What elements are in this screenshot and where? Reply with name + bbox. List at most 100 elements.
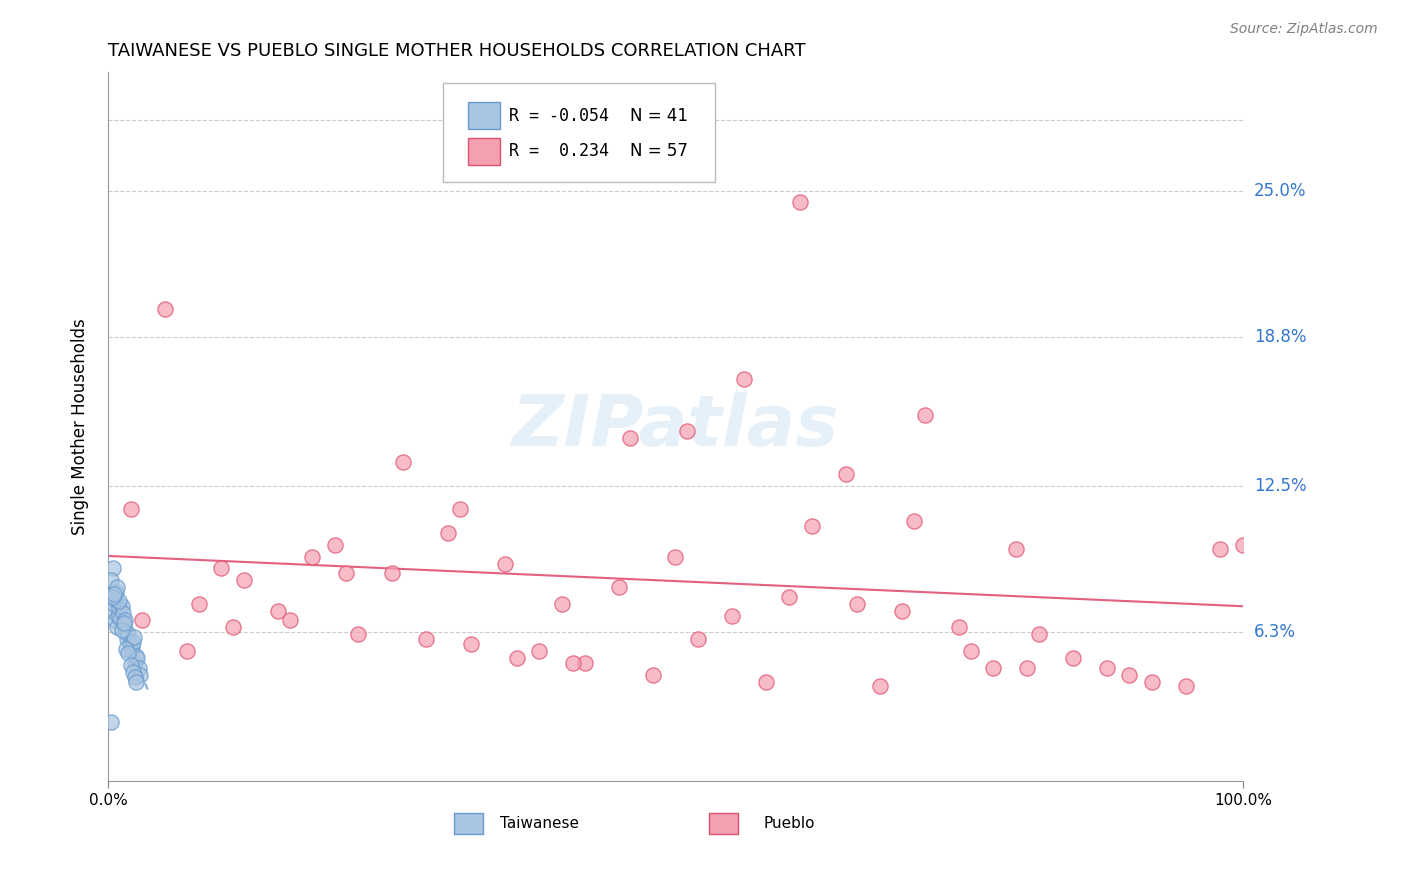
Point (104, 613, 127, 627)
Point (301, 549, 323, 564)
Point (1005, 542, 1028, 557)
Point (176, 644, 198, 658)
Point (112, 615, 135, 630)
Point (641, 667, 664, 681)
Y-axis label: Single Mother Households: Single Mother Households (72, 318, 89, 535)
Point (118, 637, 141, 651)
Point (108, 594, 131, 608)
Point (460, 637, 482, 651)
Point (233, 573, 256, 587)
Text: R = -0.054: R = -0.054 (509, 107, 609, 125)
Point (115, 625, 138, 640)
Point (846, 597, 869, 611)
Point (1095, 660, 1118, 674)
Point (124, 670, 146, 684)
Point (104, 585, 127, 599)
Point (117, 627, 139, 641)
Point (105, 580, 128, 594)
Point (103, 597, 125, 611)
Point (1175, 680, 1198, 694)
Point (914, 408, 936, 422)
Point (891, 604, 914, 618)
Point (688, 632, 710, 647)
Point (437, 525, 460, 540)
Point (112, 618, 135, 632)
Point (131, 613, 153, 627)
Point (117, 632, 139, 647)
FancyBboxPatch shape (468, 137, 499, 164)
Point (1209, 542, 1232, 557)
Point (1118, 667, 1140, 681)
Point (562, 656, 585, 670)
Point (733, 372, 755, 386)
Point (1062, 651, 1084, 665)
Point (103, 587, 125, 601)
Point (107, 608, 129, 623)
Point (128, 667, 150, 681)
Text: 6.3%: 6.3% (1254, 624, 1296, 641)
Point (959, 644, 981, 658)
Point (323, 538, 346, 552)
Point (101, 590, 124, 604)
Point (110, 623, 132, 637)
FancyBboxPatch shape (710, 813, 738, 834)
Point (981, 660, 1004, 674)
Point (110, 599, 132, 614)
Point (124, 656, 146, 670)
Point (449, 502, 471, 516)
Text: 12.5%: 12.5% (1254, 476, 1306, 495)
Point (120, 644, 142, 658)
Point (551, 597, 574, 611)
Text: R =  0.234: R = 0.234 (509, 142, 609, 160)
Point (120, 502, 142, 516)
Text: N = 41: N = 41 (630, 107, 688, 125)
Point (800, 519, 823, 533)
Point (267, 604, 290, 618)
Point (222, 620, 245, 634)
Point (187, 597, 209, 611)
Point (505, 651, 527, 665)
FancyBboxPatch shape (454, 813, 482, 834)
Point (903, 514, 925, 528)
Text: ZIPatlas: ZIPatlas (512, 392, 839, 461)
Point (128, 660, 150, 674)
Point (115, 641, 138, 656)
Point (211, 561, 233, 575)
Text: N = 57: N = 57 (630, 142, 688, 160)
Text: 25.0%: 25.0% (1254, 181, 1306, 200)
Point (392, 455, 415, 469)
Point (105, 620, 128, 634)
Point (122, 665, 145, 680)
Point (122, 630, 145, 644)
Point (117, 646, 139, 660)
Point (104, 592, 127, 607)
Point (125, 674, 148, 689)
Text: TAIWANESE VS PUEBLO SINGLE MOTHER HOUSEHOLDS CORRELATION CHART: TAIWANESE VS PUEBLO SINGLE MOTHER HOUSEH… (108, 42, 806, 60)
Point (1017, 660, 1039, 674)
Point (100, 604, 122, 618)
Point (1232, 538, 1254, 552)
Text: Source: ZipAtlas.com: Source: ZipAtlas.com (1230, 22, 1378, 37)
Point (619, 432, 641, 446)
Text: Taiwanese: Taiwanese (499, 816, 579, 830)
Point (529, 644, 551, 658)
Point (664, 549, 686, 564)
FancyBboxPatch shape (443, 83, 716, 182)
Point (121, 640, 143, 654)
Point (278, 613, 301, 627)
Point (415, 632, 437, 647)
Point (834, 467, 856, 481)
Point (948, 620, 970, 634)
Point (111, 606, 134, 620)
Point (607, 580, 630, 594)
Point (869, 680, 891, 694)
Text: 18.8%: 18.8% (1254, 328, 1306, 346)
FancyBboxPatch shape (468, 103, 499, 129)
Point (110, 611, 132, 625)
Point (153, 301, 176, 316)
Point (778, 590, 800, 604)
Point (101, 561, 124, 575)
Point (755, 674, 778, 689)
Point (1028, 627, 1050, 641)
Point (127, 651, 149, 665)
